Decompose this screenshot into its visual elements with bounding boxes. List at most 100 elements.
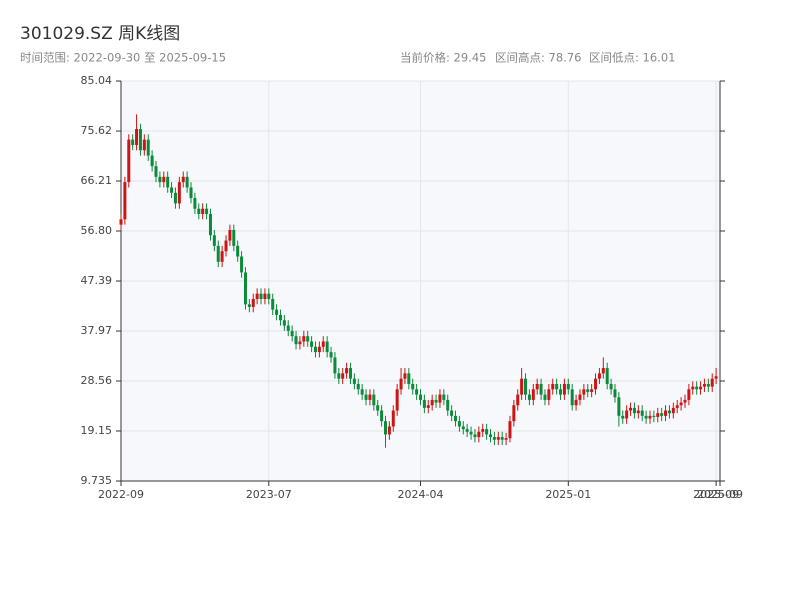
candle-body — [531, 389, 535, 400]
candle-body — [605, 368, 609, 384]
candle-body — [430, 399, 434, 406]
y-tick-label: 75.62 — [81, 124, 113, 137]
candle-body — [255, 293, 259, 299]
subtitle: 时间范围: 2022-09-30 至 2025-09-15 — [20, 51, 226, 65]
candle-body — [706, 383, 710, 387]
candle-body — [212, 235, 216, 246]
y-tick-label: 56.80 — [81, 224, 113, 237]
candle-body — [632, 407, 636, 414]
candle-body — [247, 304, 251, 307]
candle-body — [173, 192, 177, 204]
y-tick-label: 19.15 — [81, 424, 113, 437]
candle-body — [551, 383, 555, 390]
candle-body — [352, 378, 356, 384]
candle-body — [710, 378, 714, 387]
candle-body — [321, 341, 325, 347]
range-high: 区间高点: 78.76 — [495, 51, 581, 65]
candle-body — [197, 208, 201, 215]
candle-body — [302, 336, 306, 342]
candle-body — [135, 129, 139, 145]
candle-body — [185, 176, 189, 188]
candle-body — [240, 256, 244, 273]
x-tick-label: 2022-09 — [98, 488, 144, 501]
x-tick-label: 2023-07 — [246, 488, 292, 501]
candle-body — [461, 426, 465, 430]
candle-body — [702, 383, 706, 387]
candle-body — [154, 166, 158, 177]
candle-body — [123, 182, 127, 220]
candle-body — [590, 389, 594, 392]
candle-body — [278, 314, 282, 321]
candle-body — [170, 187, 174, 193]
candle-body — [629, 407, 633, 411]
candle-body — [138, 129, 142, 151]
candle-body — [403, 373, 407, 379]
candle-body — [473, 434, 477, 438]
candle-body — [524, 378, 528, 395]
candle-body — [243, 272, 247, 305]
y-tick-label: 37.97 — [81, 324, 113, 337]
candle-body — [508, 421, 512, 439]
x-tick-label: 2025-01 — [545, 488, 591, 501]
candle-body — [419, 394, 422, 400]
candle-body — [345, 368, 349, 374]
candle-body — [586, 389, 590, 392]
candle-body — [127, 139, 131, 183]
candle-body — [691, 386, 695, 390]
candle-body — [166, 176, 170, 188]
candle-body — [675, 405, 679, 408]
candle-body — [360, 389, 364, 395]
candle-body — [290, 330, 294, 337]
candle-body — [489, 434, 493, 438]
candle-body — [648, 415, 652, 419]
candle-body — [636, 410, 640, 414]
candle-body — [341, 373, 345, 379]
candle-body — [520, 378, 524, 395]
candle-body — [376, 405, 380, 411]
candle-body — [714, 376, 718, 379]
candle-body — [426, 405, 430, 408]
candle-body — [481, 429, 485, 432]
candle-body — [131, 139, 135, 145]
candle-body — [555, 383, 559, 390]
candle-body — [582, 389, 586, 395]
candle-body — [652, 415, 656, 417]
candle-body — [465, 429, 469, 432]
candle-body — [454, 415, 458, 422]
candle-body — [399, 378, 403, 390]
candle-body — [329, 352, 333, 358]
candle-body — [407, 373, 411, 384]
x-tick-label: 2025-09 — [693, 488, 739, 501]
candle-body — [609, 383, 613, 390]
candle-body — [224, 240, 228, 252]
candle-body — [298, 341, 302, 345]
candle-body — [434, 399, 438, 403]
candle-body — [216, 245, 220, 262]
candle-body — [383, 421, 387, 435]
candle-body — [625, 410, 629, 419]
candle-body — [387, 426, 391, 435]
candle-body — [446, 399, 450, 411]
candle-body — [310, 341, 314, 347]
candle-body — [450, 410, 454, 416]
candle-body — [411, 383, 415, 390]
candle-body — [438, 394, 442, 403]
candle-body — [333, 357, 337, 374]
candle-body — [380, 410, 384, 422]
candle-body — [601, 368, 605, 374]
x-tick-label: 2025-09 — [697, 488, 743, 501]
current-price: 当前价格: 29.45 — [400, 51, 486, 65]
candle-body — [504, 438, 508, 440]
candle-body — [516, 394, 520, 406]
candle-body — [442, 394, 446, 400]
x-tick-label: 2024-04 — [398, 488, 444, 501]
y-tick-label: 66.21 — [81, 174, 113, 187]
candle-body — [617, 397, 621, 416]
candle-body — [150, 155, 154, 167]
candle-body — [228, 229, 232, 241]
candle-body — [492, 437, 496, 440]
chart-title: 301029.SZ 周K线图 — [20, 24, 180, 44]
candle-body — [158, 176, 162, 183]
candle-body — [485, 429, 489, 435]
